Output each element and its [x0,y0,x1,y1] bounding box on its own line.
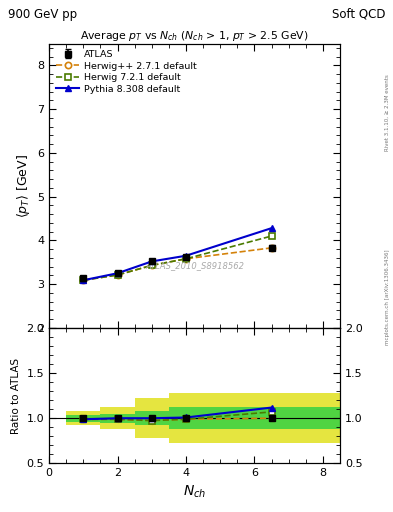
Herwig++ 2.7.1 default [184,255,188,262]
Herwig 7.2.1 default [149,262,154,268]
Line: Herwig 7.2.1 default: Herwig 7.2.1 default [80,233,275,283]
Herwig++ 2.7.1 default [81,277,86,283]
Text: Soft QCD: Soft QCD [332,8,385,20]
Text: ATLAS_2010_S8918562: ATLAS_2010_S8918562 [145,261,244,270]
Pythia 8.308 default [269,225,274,231]
Pythia 8.308 default [149,259,154,265]
X-axis label: $N_{ch}$: $N_{ch}$ [183,484,206,500]
Text: 900 GeV pp: 900 GeV pp [8,8,77,20]
Title: Average $p_T$ vs $N_{ch}$ ($N_{ch}$ > 1, $p_T$ > 2.5 GeV): Average $p_T$ vs $N_{ch}$ ($N_{ch}$ > 1,… [80,29,309,44]
Legend: ATLAS, Herwig++ 2.7.1 default, Herwig 7.2.1 default, Pythia 8.308 default: ATLAS, Herwig++ 2.7.1 default, Herwig 7.… [54,48,199,96]
Herwig 7.2.1 default [81,277,86,283]
Herwig 7.2.1 default [184,255,188,262]
Pythia 8.308 default [115,270,120,276]
Pythia 8.308 default [81,277,86,283]
Y-axis label: $\langle p_T \rangle$ [GeV]: $\langle p_T \rangle$ [GeV] [15,154,31,218]
Herwig++ 2.7.1 default [115,272,120,278]
Pythia 8.308 default [184,252,188,259]
Herwig 7.2.1 default [115,272,120,278]
Herwig++ 2.7.1 default [269,245,274,251]
Herwig++ 2.7.1 default [149,262,154,268]
Line: Pythia 8.308 default: Pythia 8.308 default [80,225,275,284]
Herwig 7.2.1 default [269,233,274,239]
Line: Herwig++ 2.7.1 default: Herwig++ 2.7.1 default [80,245,275,283]
Text: mcplots.cern.ch [arXiv:1306.3436]: mcplots.cern.ch [arXiv:1306.3436] [385,249,390,345]
Text: Rivet 3.1.10, ≥ 2.3M events: Rivet 3.1.10, ≥ 2.3M events [385,74,390,151]
Y-axis label: Ratio to ATLAS: Ratio to ATLAS [11,357,21,434]
